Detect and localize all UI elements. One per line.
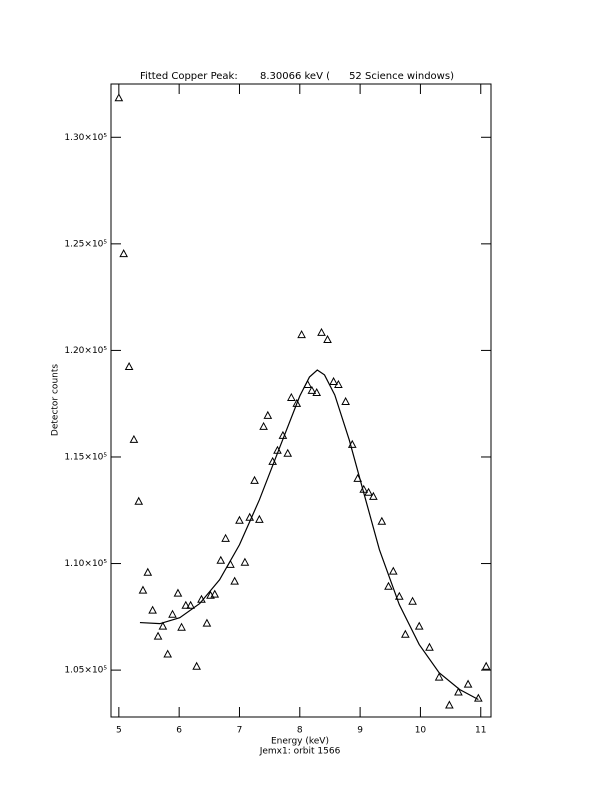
subtitle: Jemx1: orbit 1566 [259, 747, 341, 757]
data-point [124, 361, 134, 371]
data-point [414, 621, 424, 630]
y-tick-label: 1.15×10⁵ [64, 452, 107, 462]
data-point [445, 700, 454, 709]
data-point [202, 618, 212, 627]
data-point [181, 600, 191, 609]
x-tick-label: 5 [116, 726, 122, 736]
data-point [177, 622, 186, 631]
data-point [143, 567, 153, 576]
data-point [394, 591, 404, 600]
data-point [384, 581, 393, 590]
data-point [186, 600, 195, 609]
data-point [369, 491, 378, 500]
data-point [481, 661, 491, 670]
data-point [168, 609, 177, 618]
data-point [292, 398, 302, 407]
data-point [255, 514, 264, 523]
data-point [138, 585, 148, 594]
fit-line [139, 369, 479, 701]
data-point [408, 596, 417, 605]
y-tick-label: 1.30×10⁵ [64, 133, 107, 143]
data-point [129, 434, 139, 443]
x-tick-label: 11 [475, 726, 486, 736]
y-tick-label: 1.10×10⁵ [64, 559, 107, 569]
data-point [221, 533, 230, 542]
data-point [297, 330, 306, 339]
data-point [134, 496, 144, 505]
y-tick-label: 1.20×10⁵ [64, 346, 107, 356]
data-point [329, 376, 338, 385]
data-point [341, 396, 350, 405]
data-point [454, 687, 463, 696]
data-point [148, 605, 157, 614]
x-tick-label: 10 [415, 726, 427, 736]
data-point [114, 93, 124, 102]
data-point [216, 555, 226, 564]
data-point [240, 557, 250, 566]
x-tick-label: 8 [297, 726, 303, 736]
data-point [317, 327, 326, 336]
data-point [153, 631, 163, 640]
data-point [230, 576, 239, 585]
y-tick-label: 1.25×10⁵ [64, 239, 107, 249]
data-point [283, 448, 293, 457]
data-point [250, 475, 259, 484]
data-point [210, 589, 220, 598]
data-point [425, 642, 434, 651]
x-tick-label: 6 [176, 726, 182, 736]
data-point [158, 621, 168, 630]
x-tick-label: 9 [357, 726, 363, 736]
data-point [434, 672, 444, 681]
data-point [235, 515, 244, 524]
data-point [401, 629, 410, 638]
data-point [287, 392, 296, 401]
x-axis-label: Energy (keV) [271, 737, 329, 747]
data-point [323, 334, 332, 343]
data-point [173, 588, 183, 597]
data-point [192, 661, 201, 670]
data-point [463, 679, 473, 688]
data-point [312, 387, 322, 397]
chart-title: Fitted Copper Peak: 8.30066 keV ( 52 Sci… [140, 71, 454, 82]
data-point [163, 649, 173, 658]
data-point [119, 249, 129, 258]
data-point [388, 566, 398, 575]
plot-frame [110, 83, 492, 718]
x-tick-label: 7 [237, 726, 243, 736]
data-point [263, 410, 273, 419]
data-point [364, 487, 373, 496]
data-point [259, 421, 268, 430]
data-point [307, 385, 317, 394]
data-point [377, 516, 387, 525]
y-axis-label: Detector counts [51, 364, 61, 436]
data-point [334, 379, 343, 388]
y-tick-label: 1.05×10⁵ [64, 666, 107, 676]
